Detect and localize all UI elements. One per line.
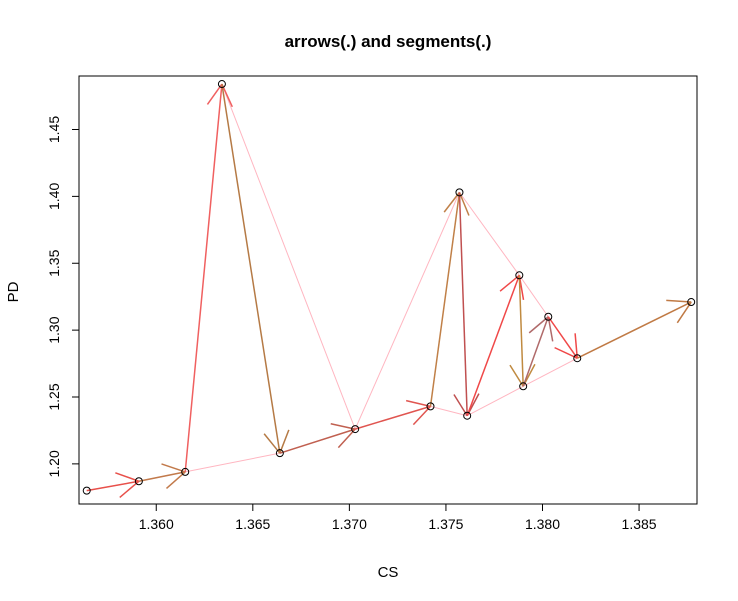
data-point [519, 382, 528, 391]
segment-line [221, 83, 356, 430]
arrow-shaft [184, 83, 223, 472]
arrow-shaft [458, 192, 468, 416]
segment-line [430, 405, 468, 417]
arrow-head [330, 423, 356, 430]
y-tick-label: 1.40 [46, 183, 62, 210]
arrow-shaft [354, 405, 431, 430]
arrow-head [528, 316, 549, 334]
x-tick-label: 1.365 [235, 516, 270, 532]
segment-line [354, 192, 460, 430]
data-point [217, 80, 226, 89]
points-layer [82, 80, 696, 495]
arrow-head [161, 463, 186, 473]
segment-line [522, 357, 578, 387]
arrow-head [412, 405, 432, 426]
arrow-head [221, 83, 233, 108]
arrow-shaft [576, 301, 692, 359]
arrow-shaft [466, 275, 521, 416]
arrow-head [574, 333, 579, 359]
arrow-head [509, 364, 524, 387]
arrow-head [443, 191, 461, 213]
arrow-shaft [429, 192, 461, 407]
arrow-head [405, 399, 431, 408]
arrow-head [554, 346, 578, 359]
plot-frame [78, 75, 698, 505]
arrow-head [165, 471, 186, 490]
x-tick-label: 1.360 [139, 516, 174, 532]
y-axis: 1.20 1.25 1.30 1.35 1.40 1.45 [46, 116, 80, 478]
arrow-shaft [518, 275, 524, 387]
data-point [426, 402, 435, 411]
data-point [181, 467, 190, 476]
x-tick-label: 1.380 [525, 516, 560, 532]
arrow-shaft [547, 316, 578, 359]
arrow-head [119, 480, 140, 498]
arrow-head [263, 433, 281, 454]
arrow-shaft [279, 428, 356, 454]
segment-line [466, 385, 524, 417]
arrow-head [279, 429, 290, 454]
arrow-head [499, 274, 520, 292]
y-axis-label: PD [5, 281, 22, 302]
y-tick-label: 1.25 [46, 383, 62, 410]
data-point [463, 411, 472, 420]
data-point [455, 188, 464, 197]
x-axis-label: CS [378, 564, 399, 581]
segment-line [185, 452, 280, 473]
arrow-head [676, 301, 692, 324]
y-tick-label: 1.30 [46, 316, 62, 343]
data-point [687, 298, 696, 307]
x-axis: 1.360 1.365 1.370 1.375 1.380 1.385 [139, 503, 657, 532]
arrows-layer [86, 83, 692, 498]
data-point [275, 449, 284, 458]
arrow-head [666, 299, 692, 303]
arrow-head [115, 472, 140, 482]
segment-line [459, 192, 520, 276]
segment-line [518, 275, 549, 318]
chart-title: arrows(.) and segments(.) [285, 32, 492, 51]
y-tick-label: 1.45 [46, 116, 62, 143]
data-point [134, 477, 143, 486]
data-point [351, 425, 360, 434]
data-point [82, 486, 91, 495]
arrow-shaft [522, 316, 549, 387]
data-point [544, 312, 553, 321]
x-tick-label: 1.375 [428, 516, 463, 532]
arrow-shaft [138, 471, 186, 482]
arrow-head [337, 428, 356, 449]
arrow-head [206, 83, 223, 105]
data-point [573, 354, 582, 363]
x-tick-label: 1.385 [622, 516, 657, 532]
y-tick-label: 1.20 [46, 450, 62, 477]
x-tick-label: 1.370 [332, 516, 367, 532]
arrow-shaft [221, 83, 281, 454]
y-tick-label: 1.35 [46, 249, 62, 276]
arrow-head [453, 394, 468, 417]
data-point [515, 271, 524, 280]
arrow-head [458, 192, 470, 216]
arrow-head [547, 316, 554, 342]
arrow-shaft [86, 480, 140, 492]
